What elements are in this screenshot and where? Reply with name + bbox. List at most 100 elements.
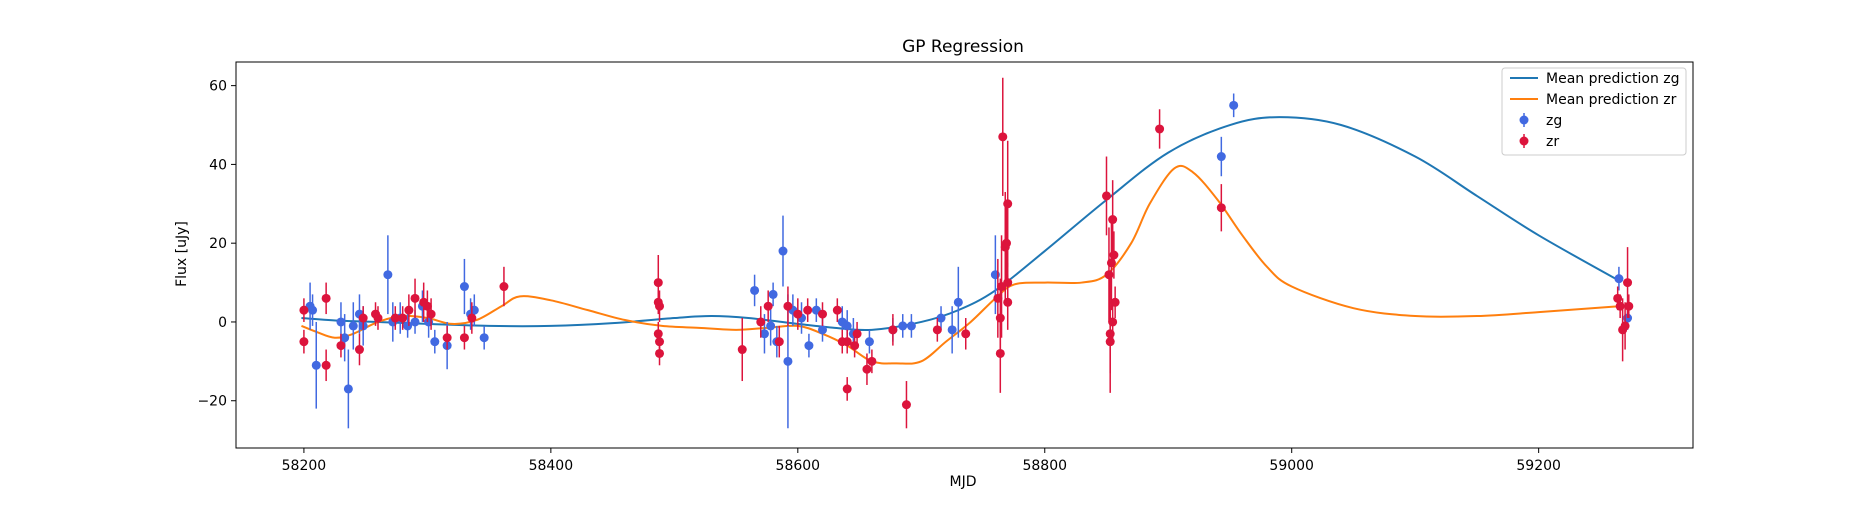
zg-point-12 <box>403 314 413 338</box>
zr-marker-36 <box>842 337 852 347</box>
zr-point-45 <box>961 318 971 350</box>
zg-point-4 <box>340 314 350 362</box>
zr-point-10 <box>398 306 408 330</box>
zg-marker-41 <box>936 313 946 323</box>
zg-marker-27 <box>778 246 788 256</box>
zr-marker-3 <box>321 360 331 370</box>
zr-marker-72 <box>1624 301 1634 311</box>
zr-marker-53 <box>1003 199 1013 209</box>
x-tick-label-59000: 59000 <box>1269 458 1314 474</box>
zr-point-40 <box>862 353 872 385</box>
zr-marker-0 <box>299 305 309 315</box>
zr-point-62 <box>1109 231 1119 279</box>
zr-marker-4 <box>336 341 346 351</box>
zr-point-56 <box>1101 156 1111 236</box>
zr-marker-26 <box>737 345 747 355</box>
zr-marker-29 <box>774 337 784 347</box>
zg-marker-9 <box>383 270 393 280</box>
zg-point-22 <box>750 274 760 307</box>
zr-point-15 <box>426 298 436 330</box>
zr-marker-43 <box>901 400 911 410</box>
zg-marker-21 <box>479 333 489 343</box>
y-axis-label: Flux [uJy] <box>174 221 190 287</box>
zr-marker-23 <box>653 329 663 339</box>
series-line-1 <box>301 164 1619 365</box>
zg-marker-45 <box>1216 152 1226 162</box>
zg-point-16 <box>430 329 440 354</box>
zr-point-32 <box>803 298 813 322</box>
legend-marker-zr <box>1519 134 1529 148</box>
zr-point-53 <box>1003 140 1013 267</box>
zr-point-34 <box>832 298 842 322</box>
zr-marker-42 <box>888 325 898 335</box>
zr-point-5 <box>354 333 364 366</box>
zr-marker-61 <box>1108 215 1118 225</box>
zr-marker-8 <box>373 313 383 323</box>
plot-area <box>299 77 1634 429</box>
zg-marker-37 <box>864 337 874 347</box>
series-line-0 <box>301 116 1620 332</box>
zr-point-18 <box>467 302 477 334</box>
zg-point-9 <box>383 235 393 315</box>
zg-marker-42 <box>947 325 957 335</box>
zr-marker-32 <box>803 305 813 315</box>
zr-marker-25 <box>655 348 665 358</box>
zg-point-25 <box>768 282 778 307</box>
zg-point-2 <box>311 321 321 409</box>
zr-marker-37 <box>842 384 852 394</box>
zr-marker-19 <box>499 282 509 292</box>
zr-marker-40 <box>862 364 872 374</box>
zr-point-27 <box>756 306 766 338</box>
legend-label-mean-zr: Mean prediction zr <box>1546 92 1677 108</box>
legend-label-zr: zr <box>1546 134 1559 150</box>
plot-frame <box>235 61 1694 449</box>
zg-marker-23 <box>759 329 769 339</box>
y-tick-label-0: 0 <box>218 315 227 331</box>
axes: 58200 58400 58600 58800 59000 59200 −20 0 20 40 60 <box>197 79 1560 474</box>
zr-point-30 <box>783 286 793 326</box>
zg-marker-31 <box>804 341 814 351</box>
zg-point-6 <box>348 302 358 350</box>
zr-marker-11 <box>404 305 414 315</box>
zg-point-46 <box>1229 93 1239 118</box>
legend: Mean prediction zg Mean prediction zr zg… <box>1501 67 1687 156</box>
zr-point-22 <box>655 290 665 322</box>
y-tick-label-60: 60 <box>209 79 227 95</box>
zr-point-16 <box>442 325 452 350</box>
zg-marker-12 <box>403 321 413 331</box>
x-tick-label-58600: 58600 <box>776 458 821 474</box>
zr-point-25 <box>655 341 665 366</box>
zg-marker-35 <box>842 321 852 331</box>
legend-label-mean-zg: Mean prediction zg <box>1546 71 1680 87</box>
zr-marker-20 <box>653 278 663 288</box>
zr-marker-2 <box>321 293 331 303</box>
zr-point-70 <box>1620 302 1630 350</box>
zg-marker-24 <box>766 321 776 331</box>
zr-marker-27 <box>756 317 766 327</box>
zr-marker-15 <box>426 309 436 319</box>
zr-marker-17 <box>459 333 469 343</box>
zr-point-66 <box>1216 184 1226 232</box>
zg-marker-3 <box>336 317 346 327</box>
zg-point-39 <box>898 314 908 338</box>
zg-marker-33 <box>818 325 828 335</box>
zr-marker-65 <box>1155 124 1165 134</box>
zr-marker-50 <box>998 132 1008 142</box>
zr-marker-33 <box>818 309 828 319</box>
zr-point-65 <box>1155 109 1165 149</box>
zr-point-2 <box>321 282 331 315</box>
zg-point-40 <box>906 314 916 338</box>
zr-marker-22 <box>655 301 665 311</box>
zr-marker-30 <box>783 301 793 311</box>
zg-point-41 <box>936 306 946 330</box>
zr-marker-9 <box>390 313 400 323</box>
zr-point-19 <box>499 266 509 307</box>
zr-point-37 <box>842 377 852 401</box>
zr-point-43 <box>901 381 911 429</box>
zg-point-21 <box>479 325 489 350</box>
zr-marker-31 <box>793 309 803 319</box>
zg-point-32 <box>811 298 821 322</box>
zr-marker-52 <box>1001 238 1011 248</box>
legend-marker-zg <box>1519 113 1529 127</box>
